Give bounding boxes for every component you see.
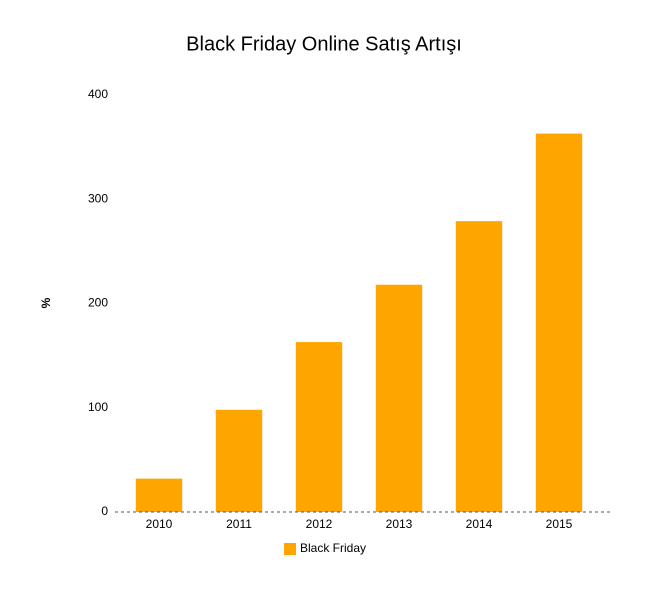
x-tick-label: 2010 — [146, 517, 173, 531]
x-tick-label: 2014 — [466, 517, 493, 531]
x-tick-label: 2015 — [546, 517, 573, 531]
bar — [535, 133, 583, 512]
x-tick-label: 2011 — [226, 517, 252, 531]
legend-swatch — [284, 543, 296, 555]
x-tick-label: 2013 — [386, 517, 413, 531]
y-axis-label: % — [39, 297, 53, 308]
chart-title: Black Friday Online Satış Artışı — [186, 33, 462, 55]
x-tick-label: 2012 — [306, 517, 333, 531]
y-tick-label: 200 — [88, 296, 108, 310]
bar — [135, 478, 183, 512]
bar — [215, 409, 263, 512]
bar — [455, 221, 503, 512]
legend-label: Black Friday — [300, 541, 366, 555]
bar — [375, 284, 423, 512]
y-tick-label: 400 — [88, 87, 108, 101]
y-tick-label: 100 — [88, 400, 108, 414]
y-tick-label: 0 — [101, 504, 108, 518]
y-tick-label: 300 — [88, 191, 108, 205]
bar — [295, 342, 343, 512]
